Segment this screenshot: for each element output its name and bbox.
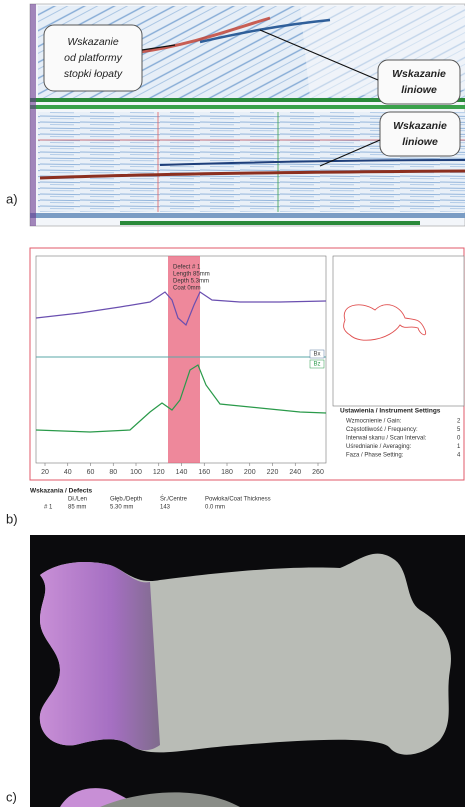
- defects-cell: 143: [160, 505, 171, 511]
- panel-label: c): [6, 789, 17, 804]
- x-tick-label: 40: [64, 469, 72, 476]
- x-tick-label: 200: [244, 469, 256, 476]
- defects-title: Wskazania / Defects: [30, 488, 93, 495]
- x-tick-label: 220: [267, 469, 279, 476]
- callout-text: Wskazanie: [393, 120, 447, 132]
- channel-label: Bx: [313, 352, 320, 358]
- defect-annotation: Depth 5.3mm: [173, 279, 209, 285]
- defect-annotation: Defect # 1: [173, 265, 201, 271]
- channel-label: Bz: [313, 362, 320, 368]
- panel-c: c): [6, 535, 465, 807]
- callout-text: liniowe: [401, 84, 437, 96]
- panel-label: a): [6, 191, 18, 206]
- callout-box: [380, 112, 460, 156]
- x-tick-label: 60: [87, 469, 95, 476]
- setting-label: Częstotliwość / Frequency:: [346, 427, 418, 433]
- panel-label: b): [6, 511, 18, 526]
- callout-box: [378, 60, 460, 104]
- scale-bar: [120, 221, 420, 225]
- setting-label: Faza / Phase Setting:: [346, 453, 404, 459]
- callout-text: Wskazanie: [392, 68, 446, 80]
- x-tick-label: 100: [130, 469, 142, 476]
- x-tick-label: 160: [198, 469, 210, 476]
- defects-cell: 85 mm: [68, 505, 86, 511]
- panel-a: Wskazanie od platformy stopki łopaty Wsk…: [6, 4, 465, 226]
- lissajous-area: [333, 256, 464, 406]
- setting-label: Wzmocnienie / Gain:: [346, 419, 402, 425]
- defect-annotation: Coat 0mm: [173, 286, 201, 292]
- x-tick-label: 20: [41, 469, 49, 476]
- x-tick-label: 140: [176, 469, 188, 476]
- figure: Wskazanie od platformy stopki łopaty Wsk…: [0, 0, 465, 807]
- callout-text: liniowe: [402, 136, 438, 148]
- x-tick-label: 260: [312, 469, 324, 476]
- callout-text: od platformy: [64, 52, 123, 64]
- defect-annotation: Length 85mm: [173, 272, 210, 278]
- defects-header: Śr./Centre: [160, 495, 188, 503]
- setting-label: Interwał skanu / Scan Interval:: [346, 436, 427, 442]
- defects-header: Głęb./Depth: [110, 497, 142, 503]
- fluorescent-region: [40, 562, 160, 750]
- scale-bar: [30, 213, 465, 218]
- x-tick-label: 80: [109, 469, 117, 476]
- panel-b: Bx Bz Defect # 1 Length 85mm Depth 5.3mm…: [6, 248, 464, 526]
- x-tick-label: 180: [221, 469, 233, 476]
- defects-cell: 5.30 mm: [110, 505, 133, 511]
- defects-cell: # 1: [44, 505, 53, 511]
- defects-header: Dł./Len: [68, 497, 87, 503]
- page: {"panels": [ {"label": "a)", "callouts":…: [0, 0, 465, 807]
- scale-bar: [30, 105, 465, 109]
- x-tick-label: 120: [153, 469, 165, 476]
- settings-title: Ustawienia / Instrument Settings: [340, 408, 441, 415]
- side-bar: [30, 4, 36, 226]
- x-tick-label: 240: [289, 469, 301, 476]
- callout-text: stopki łopaty: [64, 68, 123, 80]
- setting-label: Uśrednianie / Averaging:: [346, 444, 412, 450]
- callout-text: Wskazanie: [67, 36, 119, 48]
- defects-cell: 0.0 mm: [205, 505, 225, 511]
- defects-header: Powłoka/Coat Thickness: [205, 497, 271, 503]
